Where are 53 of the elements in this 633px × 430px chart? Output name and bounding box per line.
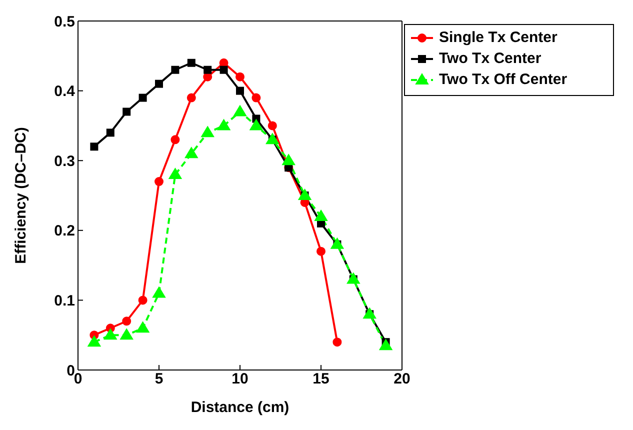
point	[236, 86, 244, 95]
point	[266, 133, 279, 144]
y-tick-label: 0.4	[54, 83, 76, 100]
point	[88, 336, 101, 347]
x-tick-label: 15	[312, 370, 330, 388]
point	[90, 142, 98, 151]
point	[138, 296, 148, 305]
point	[346, 272, 360, 284]
point	[122, 108, 131, 116]
y-tick-label: 0.3	[54, 152, 75, 170]
legend-label: Two Tx Off Center	[439, 71, 568, 88]
point	[234, 105, 246, 116]
point	[220, 66, 228, 74]
point	[138, 94, 147, 102]
x-tick-label: 5	[154, 370, 164, 388]
point	[217, 119, 230, 130]
x-tick-label: 10	[232, 370, 248, 388]
point	[268, 121, 277, 130]
point	[184, 147, 198, 158]
y-tick-label: 0.1	[54, 292, 75, 310]
point	[170, 135, 180, 144]
point	[168, 168, 182, 180]
point	[298, 189, 312, 200]
x-axis-title: Distance (cm)	[190, 399, 290, 416]
point	[282, 154, 296, 166]
point	[104, 328, 117, 340]
point	[120, 328, 134, 340]
point	[201, 126, 214, 138]
point	[152, 286, 166, 298]
point	[106, 128, 114, 137]
y-axis-title: Efficiency (DC–DC)	[12, 127, 30, 264]
point	[250, 119, 263, 130]
point	[204, 66, 212, 74]
x-tick-label: 20	[394, 370, 410, 388]
legend-label: Single Tx Center	[439, 29, 558, 46]
point	[379, 339, 392, 350]
point	[236, 72, 244, 82]
point	[154, 177, 164, 186]
y-tick-label: 0.5	[54, 13, 75, 30]
point	[136, 322, 150, 333]
point	[316, 246, 326, 256]
point	[252, 93, 261, 102]
point	[171, 66, 180, 74]
point	[330, 238, 344, 249]
point	[155, 80, 163, 88]
point	[363, 308, 376, 319]
point	[186, 93, 196, 102]
point	[332, 338, 342, 347]
point	[187, 58, 196, 67]
point	[314, 210, 328, 221]
y-tick-label: 0.2	[54, 222, 75, 240]
point	[122, 316, 132, 326]
legend-label: Two Tx Center	[439, 50, 542, 67]
